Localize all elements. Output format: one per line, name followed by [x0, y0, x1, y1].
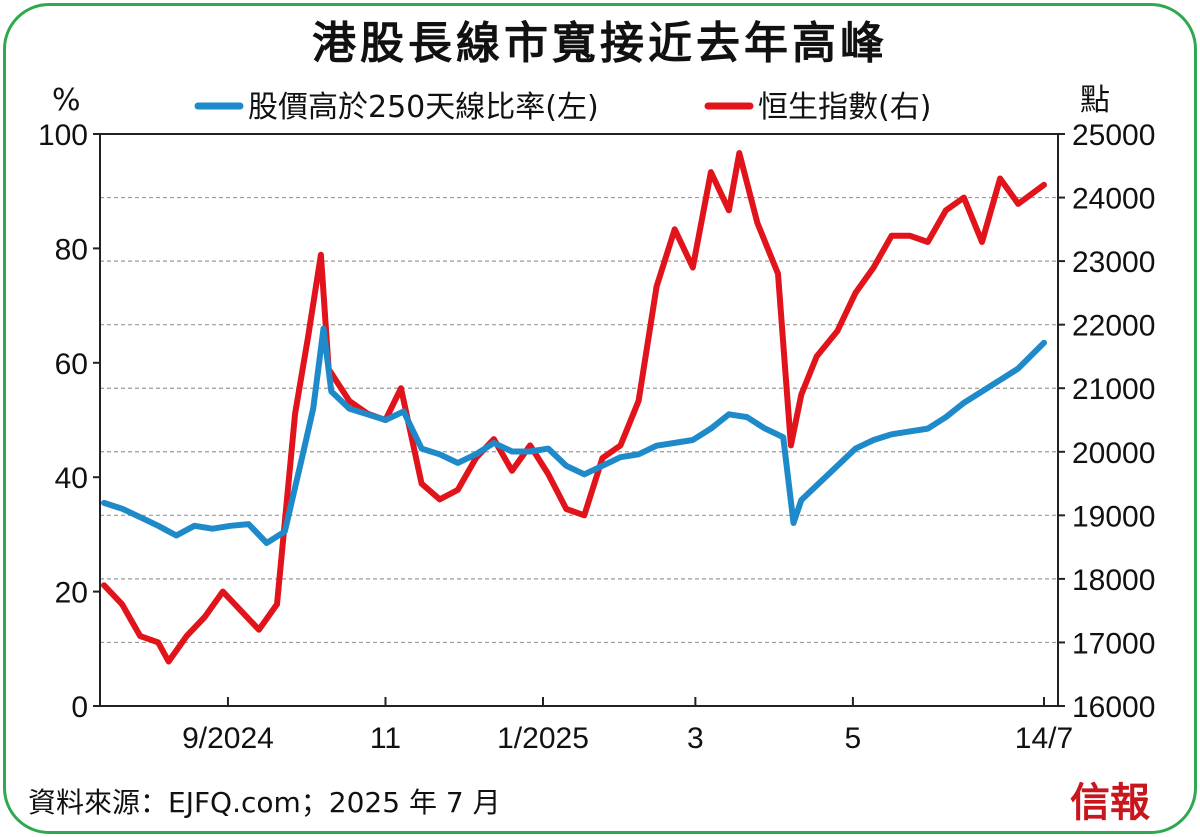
x-axis-tick-label: 1/2025	[497, 722, 589, 755]
left-axis-tick-label: 60	[55, 348, 88, 381]
chart-frame	[3, 3, 1197, 834]
x-axis-tick-label: 14/7	[1015, 722, 1073, 755]
right-axis-tick-label: 25000	[1072, 119, 1155, 152]
x-axis-tick-label: 5	[845, 722, 862, 755]
grid	[100, 196, 1058, 644]
right-axis-tick-label: 21000	[1072, 373, 1155, 406]
series-line-hsi	[101, 150, 1047, 665]
left-axis-tick-label: 0	[71, 691, 88, 724]
right-axis-tick-label: 19000	[1072, 500, 1155, 533]
series	[101, 150, 1047, 665]
right-axis-tick-label: 22000	[1072, 310, 1155, 343]
legend-label-hsi: 恒生指數(右)	[758, 90, 931, 125]
right-axis-unit: 點	[1080, 83, 1110, 118]
left-axis-tick-label: 20	[55, 577, 88, 610]
left-axis-tick-label: 40	[55, 462, 88, 495]
chart-title: 港股長線市寬接近去年高峰	[312, 18, 888, 69]
left-axis-unit: %	[52, 83, 81, 118]
brand-logo: 信報	[1070, 779, 1150, 826]
axes: 0 20 40 60 80 100 16000 17000 18000 19000 20000 210…	[38, 119, 1156, 755]
right-axis-tick-label: 16000	[1072, 691, 1155, 724]
right-axis-tick-label: 23000	[1072, 246, 1155, 279]
right-axis-tick-label: 17000	[1072, 627, 1155, 660]
plot-area	[99, 133, 1059, 707]
legend: 股價高於250天線比率(左) 恒生指數(右)	[194, 90, 931, 125]
left-axis-tick-label: 100	[38, 119, 88, 152]
series-line-breadth	[101, 325, 1047, 546]
source-note: 資料來源：EJFQ.com；2025 年 7 月	[28, 786, 501, 819]
x-axis-tick-label: 3	[687, 722, 704, 755]
left-axis-tick-label: 80	[55, 233, 88, 266]
right-axis-tick-label: 18000	[1072, 564, 1155, 597]
legend-label-breadth: 股價高於250天線比率(左)	[248, 90, 599, 125]
right-axis-tick-label: 24000	[1072, 183, 1155, 216]
x-axis-tick-label: 9/2024	[182, 722, 274, 755]
x-axis-tick-label: 11	[370, 722, 401, 755]
right-axis-tick-label: 20000	[1072, 437, 1155, 470]
